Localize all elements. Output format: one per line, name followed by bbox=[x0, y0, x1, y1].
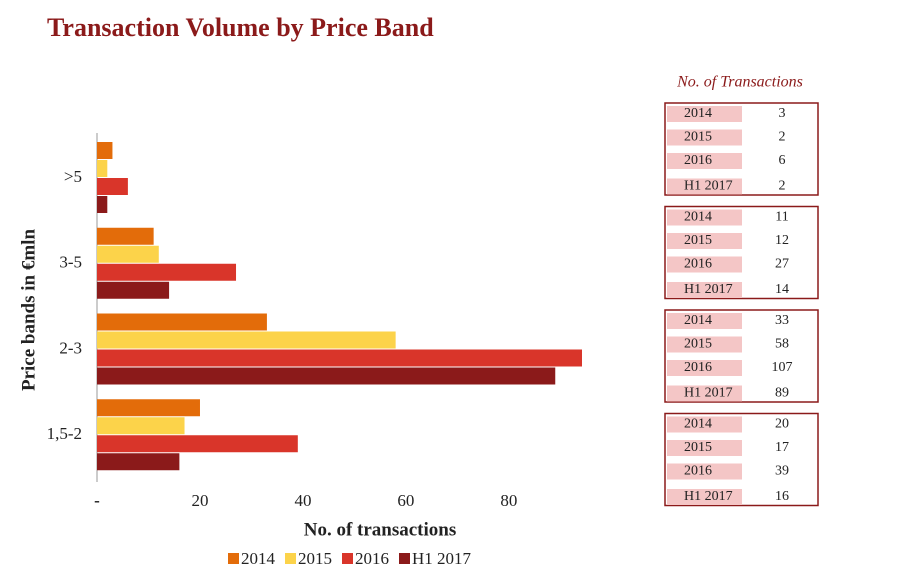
table-label-bg bbox=[667, 360, 742, 376]
table-value: 11 bbox=[775, 210, 788, 225]
table-label-bg bbox=[667, 336, 742, 353]
bar bbox=[97, 349, 582, 367]
table-label-bg bbox=[667, 178, 742, 195]
bar bbox=[97, 263, 237, 281]
legend-label: 2014 bbox=[241, 549, 276, 568]
legend-label: 2016 bbox=[355, 549, 389, 568]
table-value: 20 bbox=[775, 417, 789, 432]
table-label-bg bbox=[667, 106, 742, 122]
bar bbox=[97, 313, 267, 331]
table-value: 2 bbox=[779, 179, 786, 194]
table-year: 2014 bbox=[684, 417, 712, 432]
table-value: 58 bbox=[775, 337, 789, 352]
bar bbox=[97, 196, 108, 213]
table-value: 16 bbox=[775, 489, 789, 504]
table-label-bg bbox=[667, 153, 742, 169]
legend-swatch bbox=[399, 553, 410, 564]
table-value: 17 bbox=[775, 440, 789, 455]
bar bbox=[97, 281, 170, 299]
table-label-bg bbox=[667, 463, 742, 480]
table-box bbox=[664, 309, 819, 403]
legend-swatch bbox=[342, 553, 353, 564]
y-axis-label: Price bands in €mln bbox=[18, 229, 39, 391]
legend-label: H1 2017 bbox=[412, 549, 472, 568]
table-year: 2016 bbox=[684, 153, 712, 168]
bar bbox=[97, 178, 128, 195]
table-year: H1 2017 bbox=[684, 489, 733, 504]
bar bbox=[97, 367, 556, 385]
table-value: 33 bbox=[775, 313, 789, 328]
table-year: 2016 bbox=[684, 257, 712, 272]
table-value: 6 bbox=[779, 153, 786, 168]
table-label-bg bbox=[667, 385, 742, 402]
bar bbox=[97, 245, 159, 263]
table-box bbox=[664, 205, 819, 300]
bar bbox=[97, 417, 185, 435]
table-value: 27 bbox=[775, 257, 789, 272]
bar bbox=[97, 227, 154, 245]
table-year: 2016 bbox=[684, 360, 712, 375]
chart-title: Transaction Volume by Price Band bbox=[47, 13, 434, 42]
table-year: H1 2017 bbox=[684, 386, 733, 401]
y-tick-label: 2-3 bbox=[59, 338, 82, 357]
table-label-bg bbox=[667, 282, 742, 298]
table-value: 3 bbox=[779, 106, 786, 121]
x-axis-label: No. of transactions bbox=[304, 519, 457, 540]
table-year: 2015 bbox=[684, 233, 712, 248]
y-tick-label: >5 bbox=[64, 167, 82, 186]
y-tick-label: 3-5 bbox=[59, 253, 82, 272]
table-value: 107 bbox=[772, 360, 793, 375]
x-tick-label: - bbox=[94, 491, 100, 510]
table-year: 2014 bbox=[684, 313, 712, 328]
x-tick-label: 80 bbox=[500, 491, 517, 510]
table-box bbox=[664, 102, 819, 196]
table-box bbox=[664, 412, 819, 507]
table-year: 2014 bbox=[684, 210, 712, 225]
table-value: 12 bbox=[775, 233, 789, 248]
bar bbox=[97, 331, 396, 349]
legend-swatch bbox=[228, 553, 239, 564]
table-year: H1 2017 bbox=[684, 282, 733, 297]
bar bbox=[97, 142, 113, 159]
legend-label: 2015 bbox=[298, 549, 332, 568]
table-label-bg bbox=[667, 416, 742, 433]
table-year: 2015 bbox=[684, 337, 712, 352]
table-label-bg bbox=[667, 440, 742, 456]
table-label-bg bbox=[667, 233, 742, 249]
table-year: 2016 bbox=[684, 464, 712, 479]
y-tick-label: 1,5-2 bbox=[47, 424, 82, 443]
table-label-bg bbox=[667, 129, 742, 146]
x-tick-label: 40 bbox=[294, 491, 311, 510]
table-year: 2015 bbox=[684, 440, 712, 455]
table-label-bg bbox=[667, 209, 742, 226]
bar bbox=[97, 435, 298, 453]
table-value: 39 bbox=[775, 464, 789, 479]
legend-swatch bbox=[285, 553, 296, 564]
x-tick-label: 20 bbox=[191, 491, 208, 510]
table-label-bg bbox=[667, 313, 742, 329]
table-value: 89 bbox=[775, 386, 789, 401]
table-label-bg bbox=[667, 489, 742, 505]
table-year: H1 2017 bbox=[684, 179, 733, 194]
table-value: 2 bbox=[779, 130, 786, 145]
table-year: 2014 bbox=[684, 106, 712, 121]
bar bbox=[97, 453, 180, 471]
bar bbox=[97, 160, 108, 177]
x-tick-label: 60 bbox=[397, 491, 414, 510]
table-title: No. of Transactions bbox=[676, 74, 803, 91]
table-label-bg bbox=[667, 256, 742, 273]
bar bbox=[97, 399, 200, 417]
table-value: 14 bbox=[775, 282, 789, 297]
table-year: 2015 bbox=[684, 130, 712, 145]
